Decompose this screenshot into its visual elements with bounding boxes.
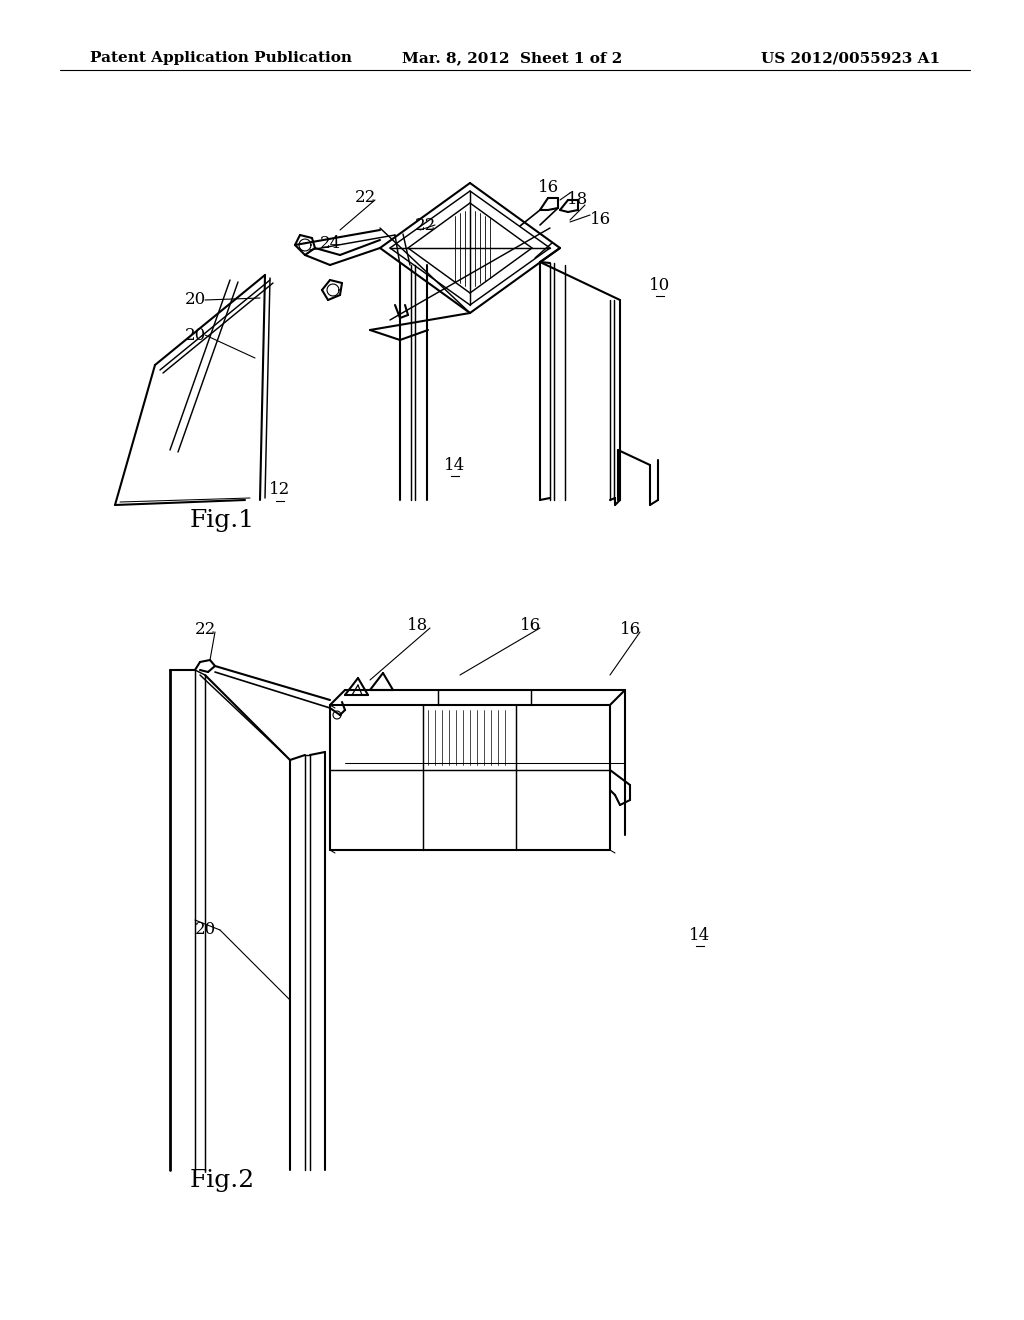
Text: 22: 22 [195,622,216,639]
Text: 18: 18 [408,616,429,634]
Text: 20: 20 [195,921,216,939]
Text: Mar. 8, 2012  Sheet 1 of 2: Mar. 8, 2012 Sheet 1 of 2 [401,51,623,65]
Text: 10: 10 [649,276,671,293]
Text: 16: 16 [590,211,610,228]
Text: 12: 12 [269,482,291,499]
Text: Fig.2: Fig.2 [190,1168,255,1192]
Text: Fig.1: Fig.1 [190,508,255,532]
Text: 24: 24 [319,235,341,252]
Text: 14: 14 [444,457,466,474]
Text: US 2012/0055923 A1: US 2012/0055923 A1 [761,51,940,65]
Text: Patent Application Publication: Patent Application Publication [90,51,352,65]
Text: 16: 16 [519,616,541,634]
Text: 16: 16 [538,180,558,197]
Text: 16: 16 [620,622,641,639]
Text: 22: 22 [354,190,376,206]
Text: 20: 20 [184,326,206,343]
Text: 22: 22 [415,216,435,234]
Text: 14: 14 [689,927,711,944]
Text: 18: 18 [567,191,589,209]
Text: 20: 20 [184,292,206,309]
